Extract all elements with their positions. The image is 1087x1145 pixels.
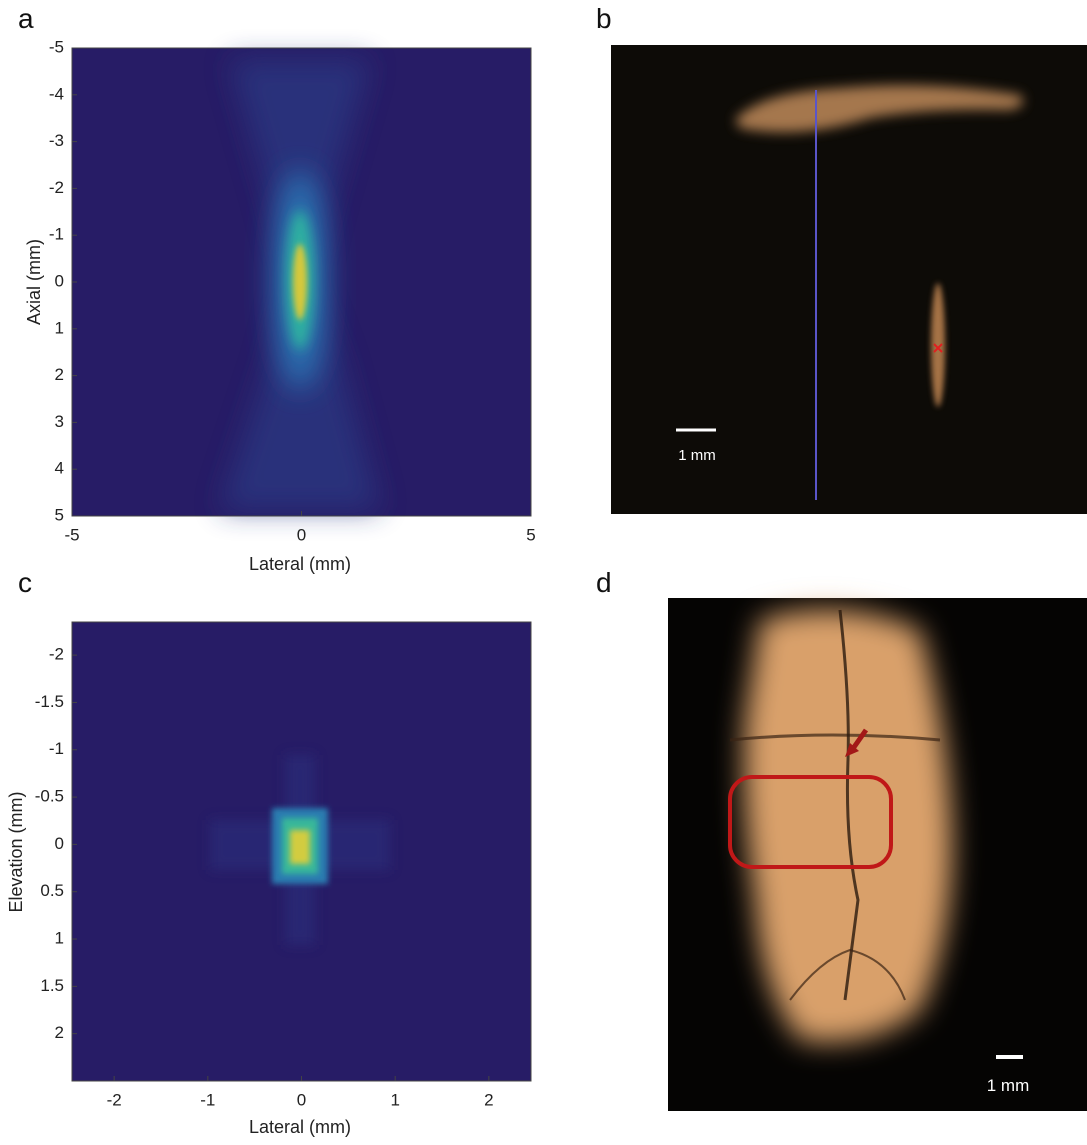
panel-label: d xyxy=(596,567,612,598)
y-tick-label: 1 xyxy=(55,929,64,948)
x-tick-label: 0 xyxy=(297,1090,306,1109)
scale-bar-label: 1 mm xyxy=(987,1076,1030,1095)
panel-label: c xyxy=(18,567,32,598)
y-tick-label: -4 xyxy=(49,84,64,103)
y-tick-label: 1 xyxy=(55,318,64,337)
image-b xyxy=(611,45,1087,514)
x-tick-label: -5 xyxy=(64,525,79,544)
y-tick-label: -0.5 xyxy=(35,787,64,806)
x-tick-label: 2 xyxy=(484,1090,493,1109)
x-axis-label: Lateral (mm) xyxy=(249,1117,351,1137)
y-tick-label: 0 xyxy=(55,834,64,853)
panel-label: a xyxy=(18,3,34,34)
y-tick-label: 1.5 xyxy=(40,976,64,995)
y-axis-label: Elevation (mm) xyxy=(6,791,26,912)
heatmap-a xyxy=(71,47,532,517)
y-tick-label: 5 xyxy=(55,505,64,524)
y-tick-label: 2 xyxy=(55,365,64,384)
scale-bar-label: 1 mm xyxy=(678,447,716,464)
y-axis-label: Axial (mm) xyxy=(24,239,44,325)
y-tick-label: -1 xyxy=(49,739,64,758)
panel-label: b xyxy=(596,3,612,34)
x-tick-label: 0 xyxy=(297,525,306,544)
x-tick-label: -2 xyxy=(107,1090,122,1109)
x-tick-label: 1 xyxy=(390,1090,399,1109)
y-tick-label: -5 xyxy=(49,37,64,56)
y-tick-label: 2 xyxy=(55,1023,64,1042)
image-d xyxy=(668,598,1087,1111)
y-tick-label: -2 xyxy=(49,645,64,664)
y-tick-label: -1 xyxy=(49,225,64,244)
x-axis-label: Lateral (mm) xyxy=(249,554,351,574)
heatmap-c xyxy=(71,621,532,1082)
y-tick-label: 4 xyxy=(55,459,64,478)
x-tick-label: 5 xyxy=(526,525,535,544)
y-tick-label: -3 xyxy=(49,131,64,150)
y-tick-label: 0.5 xyxy=(40,881,64,900)
x-tick-label: -1 xyxy=(200,1090,215,1109)
y-tick-label: 0 xyxy=(55,271,64,290)
y-tick-label: -2 xyxy=(49,178,64,197)
y-tick-label: -1.5 xyxy=(35,692,64,711)
y-tick-label: 3 xyxy=(55,412,64,431)
